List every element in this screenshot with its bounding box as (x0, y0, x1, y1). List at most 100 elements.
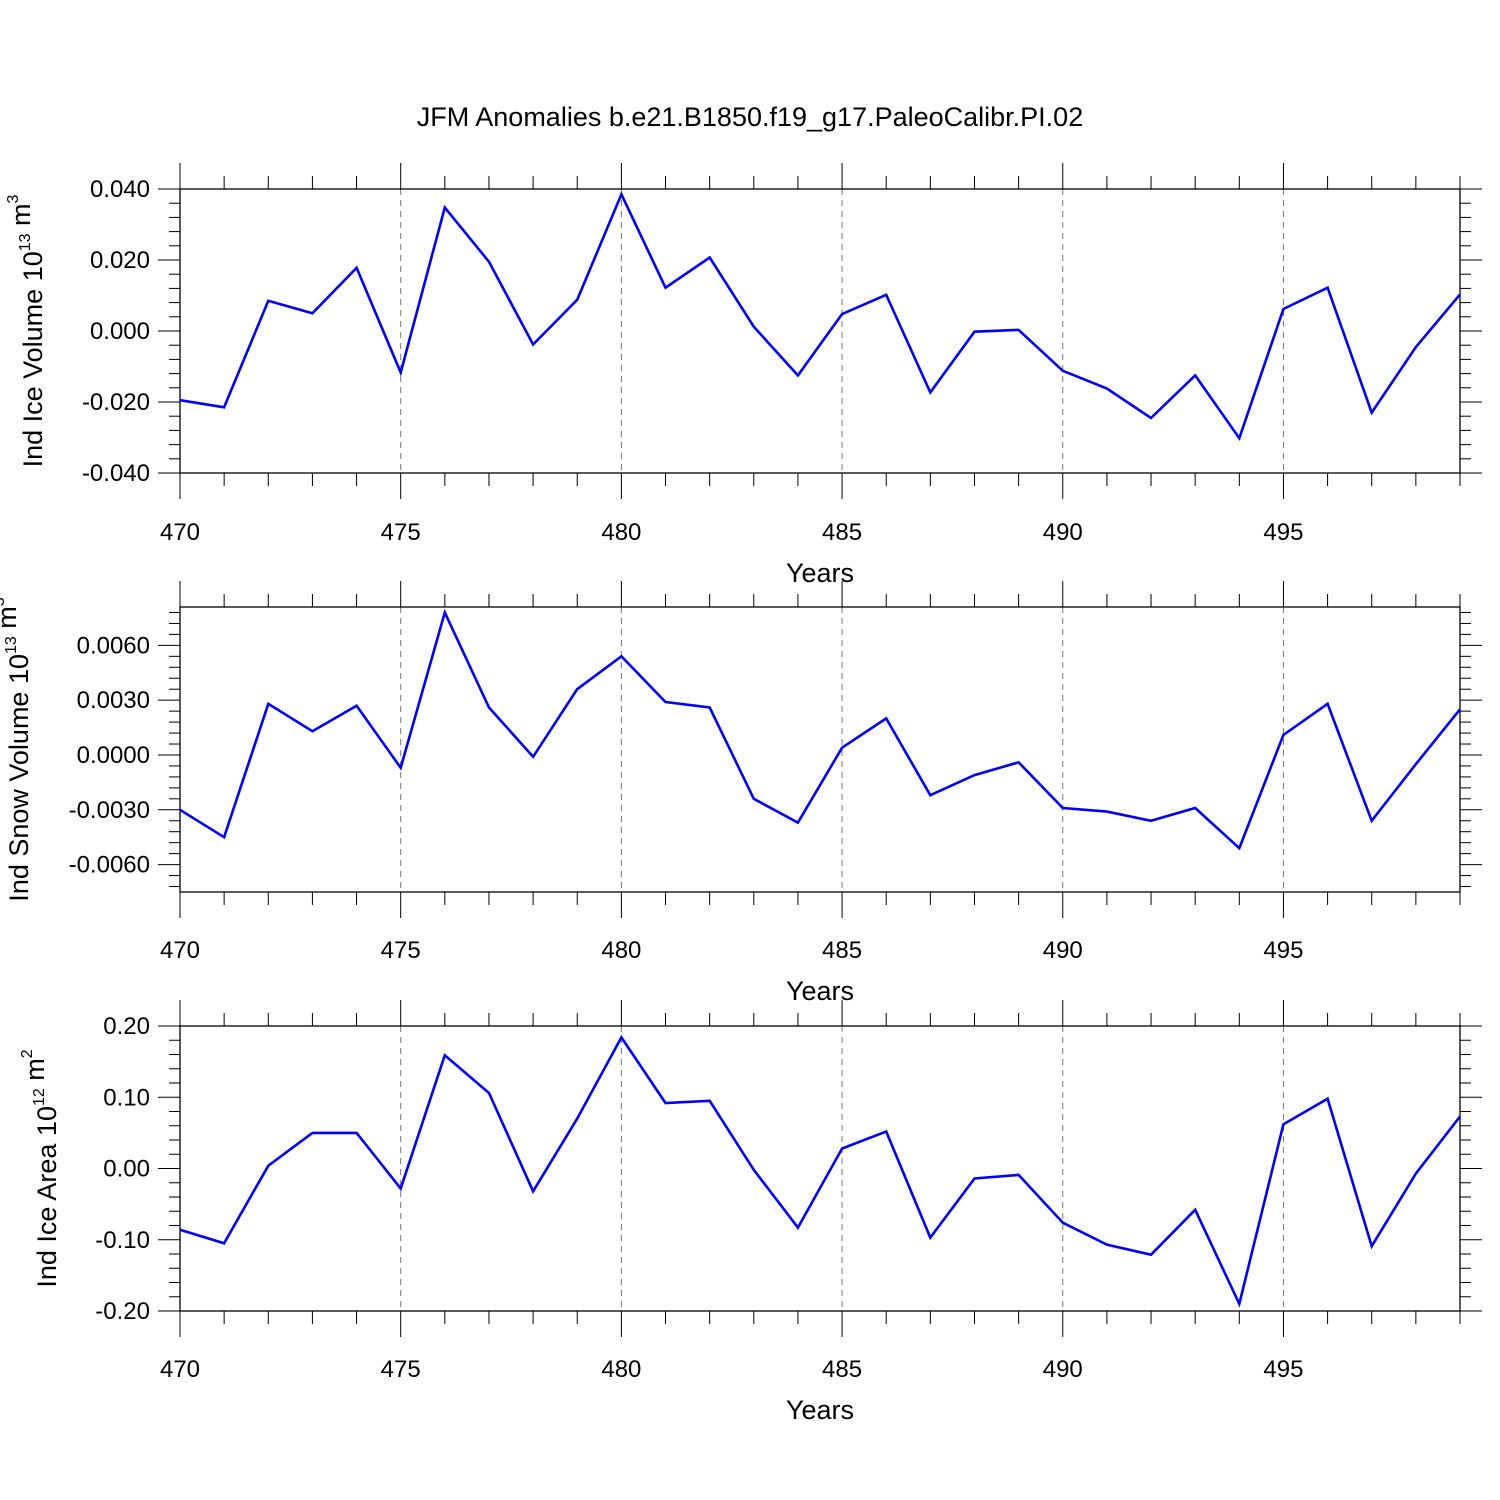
data-point (1062, 370, 1064, 372)
panel-1: 0.040 0.020 0.000 -0.020 -0.040 470 475 480 485 4… (5, 163, 1482, 588)
x-tick-label: 495 (1263, 937, 1303, 964)
y-tick-label: -0.0030 (69, 797, 150, 824)
data-point (1150, 1254, 1152, 1256)
data-point (973, 1177, 975, 1179)
data-point (223, 836, 225, 838)
data-point (576, 1117, 578, 1119)
data-point (488, 261, 490, 263)
series-line (179, 191, 1461, 442)
y-axis-title-text: Ind Snow Volume 10 (4, 654, 34, 902)
data-point (753, 1169, 755, 1171)
data-point (1017, 761, 1019, 763)
data-point (664, 701, 666, 703)
y-axis-title-text: m (20, 1058, 50, 1088)
data-point (1150, 820, 1152, 822)
data-point (1238, 437, 1240, 439)
data-point (532, 1190, 534, 1192)
data-point (973, 331, 975, 333)
data-point (444, 611, 446, 613)
x-tick-label: 470 (160, 1356, 200, 1383)
y-tick-label: 0.000 (90, 318, 150, 345)
data-point (1017, 1174, 1019, 1176)
x-tick-label: 475 (381, 519, 421, 546)
data-point (973, 774, 975, 776)
y-axis-title-superscript: 13 (3, 636, 20, 654)
data-point (1106, 1244, 1108, 1246)
data-point (929, 1236, 931, 1238)
x-tick-label: 480 (601, 1356, 641, 1383)
data-point (1459, 293, 1461, 295)
data-point (488, 1092, 490, 1094)
data-point (885, 1130, 887, 1132)
data-point (708, 256, 710, 258)
data-point (1017, 329, 1019, 331)
data-point (1371, 820, 1373, 822)
y-tick-label: -0.20 (95, 1298, 150, 1325)
y-axis-title-text: Ind Ice Area 10 (32, 1106, 62, 1288)
y-axis-title-text: Ind Ice Volume 10 (18, 251, 48, 467)
data-point (797, 374, 799, 376)
data-point (885, 294, 887, 296)
panel-2: 0.0060 0.0030 0.0000 -0.0030 -0.0060 470 475 48… (0, 581, 1482, 1006)
data-point (355, 1132, 357, 1134)
y-tick-label: 0.00 (103, 1156, 150, 1183)
data-point (929, 794, 931, 796)
data-point (1106, 387, 1108, 389)
data-point (797, 1226, 799, 1228)
y-tick-label: -0.020 (82, 389, 150, 416)
data-point (1326, 703, 1328, 705)
y-tick-label: 0.040 (90, 176, 150, 203)
data-point (311, 312, 313, 314)
data-point (664, 1102, 666, 1104)
data-point (311, 1132, 313, 1134)
x-tick-label: 485 (822, 519, 862, 546)
data-point (1415, 1172, 1417, 1174)
x-tick-label: 490 (1043, 519, 1083, 546)
data-point (841, 746, 843, 748)
y-axis-title-superscript: 3 (0, 597, 8, 606)
y-axis-title: Ind Ice Area 1012 m2 (19, 1049, 62, 1287)
y-tick-label: 0.0000 (77, 742, 150, 769)
data-point (1150, 417, 1152, 419)
x-tick-label: 490 (1043, 1356, 1083, 1383)
data-point (797, 821, 799, 823)
data-point (355, 704, 357, 706)
data-point (267, 703, 269, 705)
data-point (399, 371, 401, 373)
data-point (708, 1100, 710, 1102)
data-point (576, 688, 578, 690)
data-point (841, 1147, 843, 1149)
y-axis-title: Ind Snow Volume 1013 m3 (0, 597, 34, 901)
data-point (620, 655, 622, 657)
y-axis-title-superscript: 12 (31, 1088, 48, 1106)
data-point (1062, 1221, 1064, 1223)
data-point (399, 1187, 401, 1189)
x-tick-label: 495 (1263, 1356, 1303, 1383)
data-point (444, 206, 446, 208)
data-point (620, 1036, 622, 1038)
data-point (223, 406, 225, 408)
data-point (1282, 734, 1284, 736)
y-axis-title-superscript: 13 (17, 233, 34, 251)
data-point (179, 1229, 181, 1231)
data-point (753, 798, 755, 800)
y-tick-label: 0.20 (103, 1013, 150, 1040)
data-point (1194, 1209, 1196, 1211)
x-tick-label: 485 (822, 1356, 862, 1383)
data-point (444, 1054, 446, 1056)
data-point (1459, 708, 1461, 710)
data-point (1194, 807, 1196, 809)
series-line (179, 1034, 1462, 1308)
y-tick-label: 0.020 (90, 247, 150, 274)
series-line (179, 608, 1462, 851)
data-point (1326, 1097, 1328, 1099)
y-tick-label: 0.10 (103, 1084, 150, 1111)
data-point (267, 300, 269, 302)
data-point (1062, 807, 1064, 809)
data-point (664, 286, 666, 288)
y-tick-label: -0.0060 (69, 852, 150, 879)
data-point (929, 391, 931, 393)
y-tick-label: -0.040 (82, 460, 150, 487)
y-tick-label: 0.0030 (77, 687, 150, 714)
